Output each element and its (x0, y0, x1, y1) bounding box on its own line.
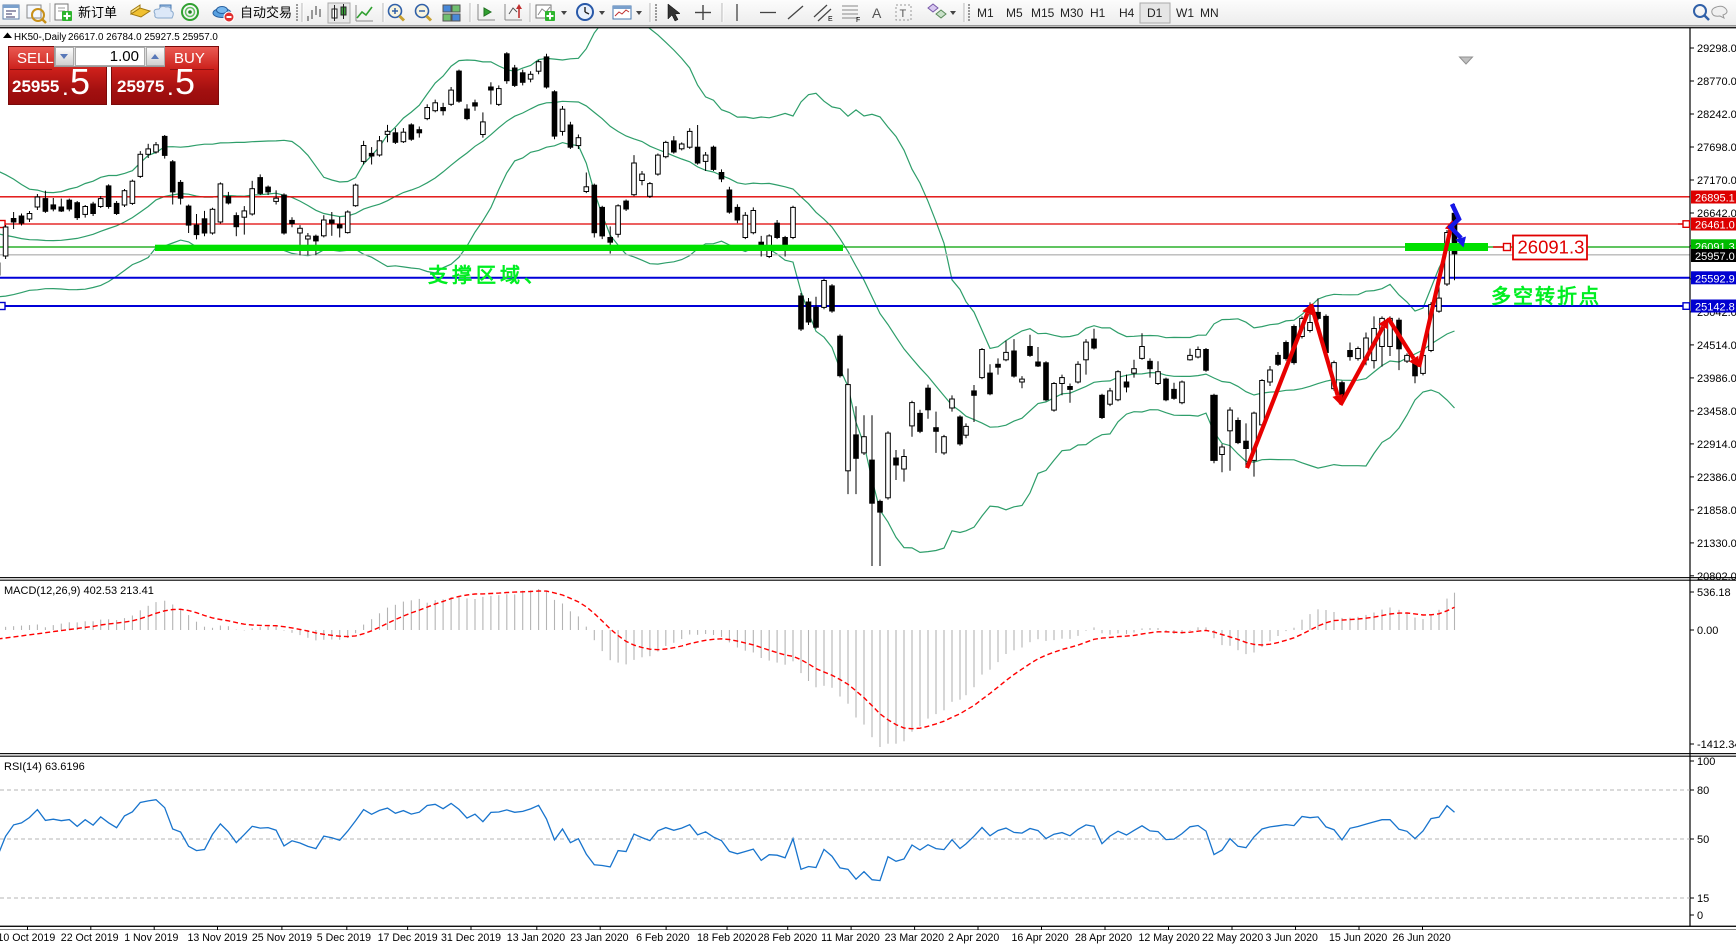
svg-text:0.00: 0.00 (1697, 625, 1718, 637)
svg-text:536.18: 536.18 (1697, 587, 1731, 599)
svg-text:W1: W1 (1176, 6, 1194, 20)
svg-text:27698.0: 27698.0 (1697, 142, 1736, 154)
svg-text:M1: M1 (977, 6, 994, 20)
svg-text:MACD(12,26,9) 402.53 213.41: MACD(12,26,9) 402.53 213.41 (4, 585, 154, 597)
svg-text:H4: H4 (1119, 6, 1135, 20)
svg-text:H1: H1 (1090, 6, 1106, 20)
svg-text:22386.0: 22386.0 (1697, 472, 1736, 484)
svg-text:M15: M15 (1031, 6, 1055, 20)
svg-text:支撑区域、: 支撑区域、 (428, 263, 548, 287)
svg-text:26461.0: 26461.0 (1695, 220, 1735, 232)
svg-text:21858.0: 21858.0 (1697, 505, 1736, 517)
svg-text:25 Nov 2019: 25 Nov 2019 (252, 932, 312, 944)
svg-text:13 Nov 2019: 13 Nov 2019 (188, 932, 248, 944)
svg-text:23 Jan 2020: 23 Jan 2020 (570, 932, 628, 944)
svg-text:22 May 2020: 22 May 2020 (1202, 932, 1263, 944)
svg-text:M5: M5 (1006, 6, 1023, 20)
svg-text:29298.0: 29298.0 (1697, 43, 1736, 55)
svg-text:28 Feb 2020: 28 Feb 2020 (758, 932, 818, 944)
svg-text:2 Apr 2020: 2 Apr 2020 (948, 932, 999, 944)
svg-text:25142.8: 25142.8 (1695, 302, 1735, 314)
svg-text:1 Nov 2019: 1 Nov 2019 (124, 932, 178, 944)
svg-text:新订单: 新订单 (78, 5, 117, 20)
svg-text:T: T (900, 8, 907, 20)
svg-text:23 Mar 2020: 23 Mar 2020 (885, 932, 945, 944)
svg-text:自动交易: 自动交易 (240, 5, 292, 20)
svg-text:E: E (828, 16, 833, 23)
svg-text:多空转折点: 多空转折点 (1491, 284, 1601, 308)
svg-text:100: 100 (1697, 756, 1715, 768)
svg-text:22 Oct 2019: 22 Oct 2019 (61, 932, 119, 944)
svg-text:25957.0: 25957.0 (1695, 251, 1735, 263)
svg-text:15 Jun 2020: 15 Jun 2020 (1329, 932, 1387, 944)
svg-text:D1: D1 (1147, 6, 1163, 20)
svg-text:26642.0: 26642.0 (1697, 208, 1736, 220)
svg-text:RSI(14) 63.6196: RSI(14) 63.6196 (4, 761, 85, 773)
svg-text:26091.3: 26091.3 (1518, 237, 1585, 258)
svg-text:17 Dec 2019: 17 Dec 2019 (378, 932, 438, 944)
svg-text:23986.0: 23986.0 (1697, 373, 1736, 385)
svg-text:MN: MN (1200, 6, 1219, 20)
svg-text:HK50-,Daily: HK50-,Daily (14, 32, 66, 43)
svg-text:24514.0: 24514.0 (1697, 340, 1736, 352)
svg-text:F: F (856, 17, 860, 24)
svg-text:28770.0: 28770.0 (1697, 76, 1736, 88)
svg-text:27170.0: 27170.0 (1697, 175, 1736, 187)
svg-text:80: 80 (1697, 785, 1709, 797)
svg-text:21330.0: 21330.0 (1697, 538, 1736, 550)
svg-text:26617.0 26784.0 25927.5 25957.: 26617.0 26784.0 25927.5 25957.0 (68, 32, 218, 43)
svg-text:31 Dec 2019: 31 Dec 2019 (441, 932, 501, 944)
svg-text:28 Apr 2020: 28 Apr 2020 (1075, 932, 1132, 944)
svg-text:-1412.34: -1412.34 (1697, 739, 1736, 751)
svg-text:50: 50 (1697, 834, 1709, 846)
svg-text:15: 15 (1697, 893, 1709, 905)
svg-text:16 Apr 2020: 16 Apr 2020 (1012, 932, 1069, 944)
svg-text:11 Mar 2020: 11 Mar 2020 (821, 932, 880, 944)
svg-text:20802.0: 20802.0 (1697, 571, 1736, 583)
svg-text:18 Feb 2020: 18 Feb 2020 (697, 932, 757, 944)
svg-text:10 Oct 2019: 10 Oct 2019 (0, 932, 55, 944)
svg-text:3 Jun 2020: 3 Jun 2020 (1266, 932, 1319, 944)
svg-text:25592.9: 25592.9 (1695, 273, 1735, 285)
svg-text:5 Dec 2019: 5 Dec 2019 (317, 932, 371, 944)
svg-text:23458.0: 23458.0 (1697, 406, 1736, 418)
svg-text:13 Jan 2020: 13 Jan 2020 (507, 932, 565, 944)
svg-text:0: 0 (1697, 910, 1703, 922)
svg-text:26895.1: 26895.1 (1695, 193, 1735, 205)
svg-text:26 Jun 2020: 26 Jun 2020 (1393, 932, 1451, 944)
svg-text:28242.0: 28242.0 (1697, 109, 1736, 121)
svg-text:M30: M30 (1060, 6, 1084, 20)
svg-text:6 Feb 2020: 6 Feb 2020 (636, 932, 690, 944)
svg-text:12 May 2020: 12 May 2020 (1139, 932, 1200, 944)
svg-text:22914.0: 22914.0 (1697, 439, 1736, 451)
svg-text:A: A (872, 5, 882, 21)
